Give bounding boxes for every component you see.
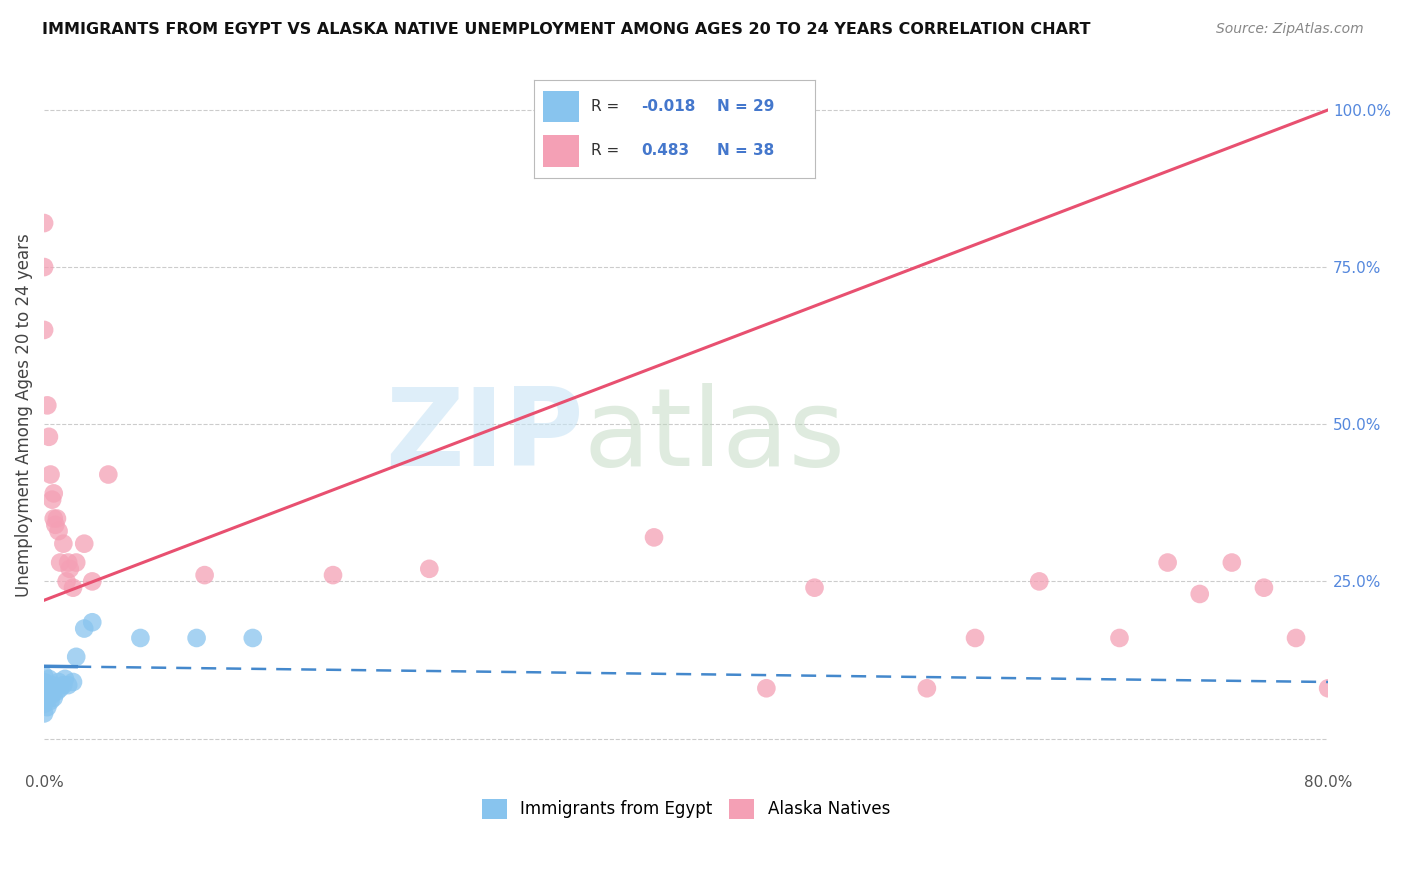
Point <box>803 581 825 595</box>
Point <box>1253 581 1275 595</box>
Point <box>56 556 79 570</box>
Point <box>42 690 65 705</box>
Point <box>42 681 65 696</box>
Point <box>32 697 55 711</box>
Point <box>915 681 938 696</box>
Point <box>38 430 60 444</box>
Point <box>1156 556 1178 570</box>
Text: 0.483: 0.483 <box>641 144 689 159</box>
Point <box>32 260 55 274</box>
Point <box>418 562 440 576</box>
Point <box>1108 631 1130 645</box>
Point <box>42 511 65 525</box>
Point <box>129 631 152 645</box>
Point <box>1220 556 1243 570</box>
Point <box>1317 681 1340 696</box>
Point <box>37 398 59 412</box>
Point <box>41 678 63 692</box>
Point <box>38 681 60 696</box>
Text: ZIP: ZIP <box>385 383 583 489</box>
Point <box>82 574 104 589</box>
Point <box>39 694 62 708</box>
Point <box>39 684 62 698</box>
Point <box>322 568 344 582</box>
Point <box>56 678 79 692</box>
Point <box>963 631 986 645</box>
Point <box>32 690 55 705</box>
Point <box>1285 631 1308 645</box>
Text: N = 38: N = 38 <box>717 144 775 159</box>
Point <box>32 684 55 698</box>
Point <box>73 537 96 551</box>
Point <box>44 517 66 532</box>
Point <box>755 681 778 696</box>
Point <box>643 530 665 544</box>
Text: Source: ZipAtlas.com: Source: ZipAtlas.com <box>1216 22 1364 37</box>
Point <box>186 631 208 645</box>
Point <box>52 537 75 551</box>
Point <box>48 524 70 538</box>
Bar <box>543 91 579 122</box>
Point <box>49 681 72 696</box>
Point <box>32 675 55 690</box>
Text: R =: R = <box>591 99 624 114</box>
Point <box>73 622 96 636</box>
Point <box>46 684 69 698</box>
Point <box>32 669 55 683</box>
Bar <box>543 136 579 167</box>
Point <box>38 672 60 686</box>
Point <box>62 675 84 690</box>
Point <box>59 562 82 576</box>
Point <box>242 631 264 645</box>
Point <box>82 615 104 630</box>
Point <box>53 672 76 686</box>
Point <box>41 492 63 507</box>
Point <box>49 556 72 570</box>
Point <box>41 688 63 702</box>
Point <box>46 511 69 525</box>
Text: R =: R = <box>591 144 624 159</box>
Point <box>37 700 59 714</box>
Point <box>32 323 55 337</box>
Point <box>65 556 87 570</box>
Point <box>194 568 217 582</box>
Point <box>37 690 59 705</box>
Point <box>32 216 55 230</box>
Point <box>55 574 77 589</box>
Point <box>1188 587 1211 601</box>
Point <box>39 467 62 482</box>
Point <box>62 581 84 595</box>
Point <box>52 678 75 692</box>
Y-axis label: Unemployment Among Ages 20 to 24 years: Unemployment Among Ages 20 to 24 years <box>15 233 32 597</box>
Point <box>65 649 87 664</box>
Point <box>32 706 55 721</box>
Point <box>48 675 70 690</box>
Point <box>1028 574 1050 589</box>
Point <box>42 486 65 500</box>
Point <box>97 467 120 482</box>
Text: IMMIGRANTS FROM EGYPT VS ALASKA NATIVE UNEMPLOYMENT AMONG AGES 20 TO 24 YEARS CO: IMMIGRANTS FROM EGYPT VS ALASKA NATIVE U… <box>42 22 1091 37</box>
Text: atlas: atlas <box>583 383 845 489</box>
Text: -0.018: -0.018 <box>641 99 696 114</box>
Legend: Immigrants from Egypt, Alaska Natives: Immigrants from Egypt, Alaska Natives <box>475 792 897 826</box>
Text: N = 29: N = 29 <box>717 99 775 114</box>
